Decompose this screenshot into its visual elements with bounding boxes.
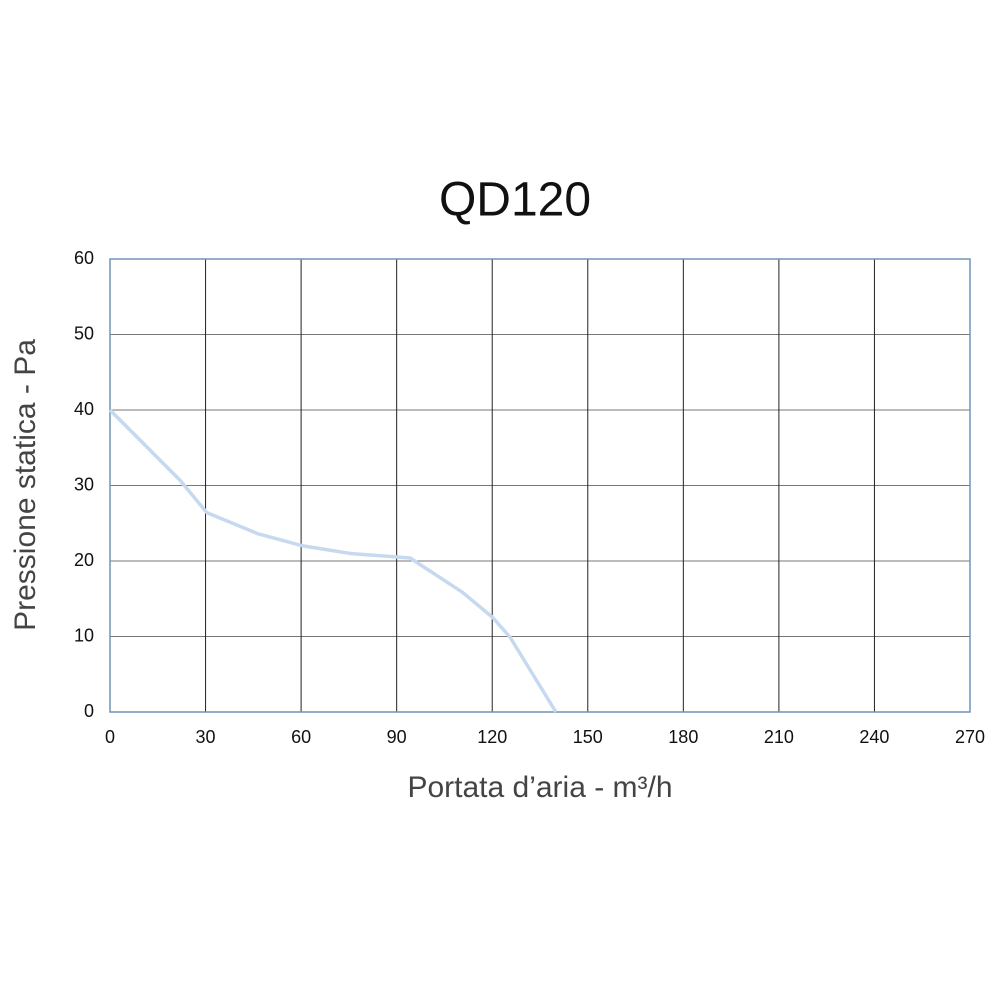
chart-title: QD120 xyxy=(439,174,591,227)
x-tick-label: 150 xyxy=(573,727,603,747)
x-tick-label: 30 xyxy=(196,727,216,747)
y-tick-label: 10 xyxy=(74,625,94,645)
x-tick-label: 90 xyxy=(387,727,407,747)
x-tick-label: 180 xyxy=(668,727,698,747)
y-tick-label: 60 xyxy=(74,248,94,268)
x-tick-label: 270 xyxy=(955,727,985,747)
x-tick-label: 60 xyxy=(291,727,311,747)
x-tick-label: 0 xyxy=(105,727,115,747)
x-tick-label: 240 xyxy=(859,727,889,747)
x-axis-label: Portata d’aria - m³/h xyxy=(407,771,672,804)
plot-border xyxy=(109,258,971,713)
y-tick-label: 0 xyxy=(84,701,94,721)
y-tick-label: 50 xyxy=(74,323,94,343)
y-axis-label: Pressione statica - Pa xyxy=(9,339,42,631)
y-tick-label: 40 xyxy=(74,399,94,419)
x-tick-label: 120 xyxy=(477,727,507,747)
curve xyxy=(108,408,558,713)
y-tick-label: 20 xyxy=(74,550,94,570)
x-tick-label: 210 xyxy=(764,727,794,747)
y-tick-label: 30 xyxy=(74,474,94,494)
